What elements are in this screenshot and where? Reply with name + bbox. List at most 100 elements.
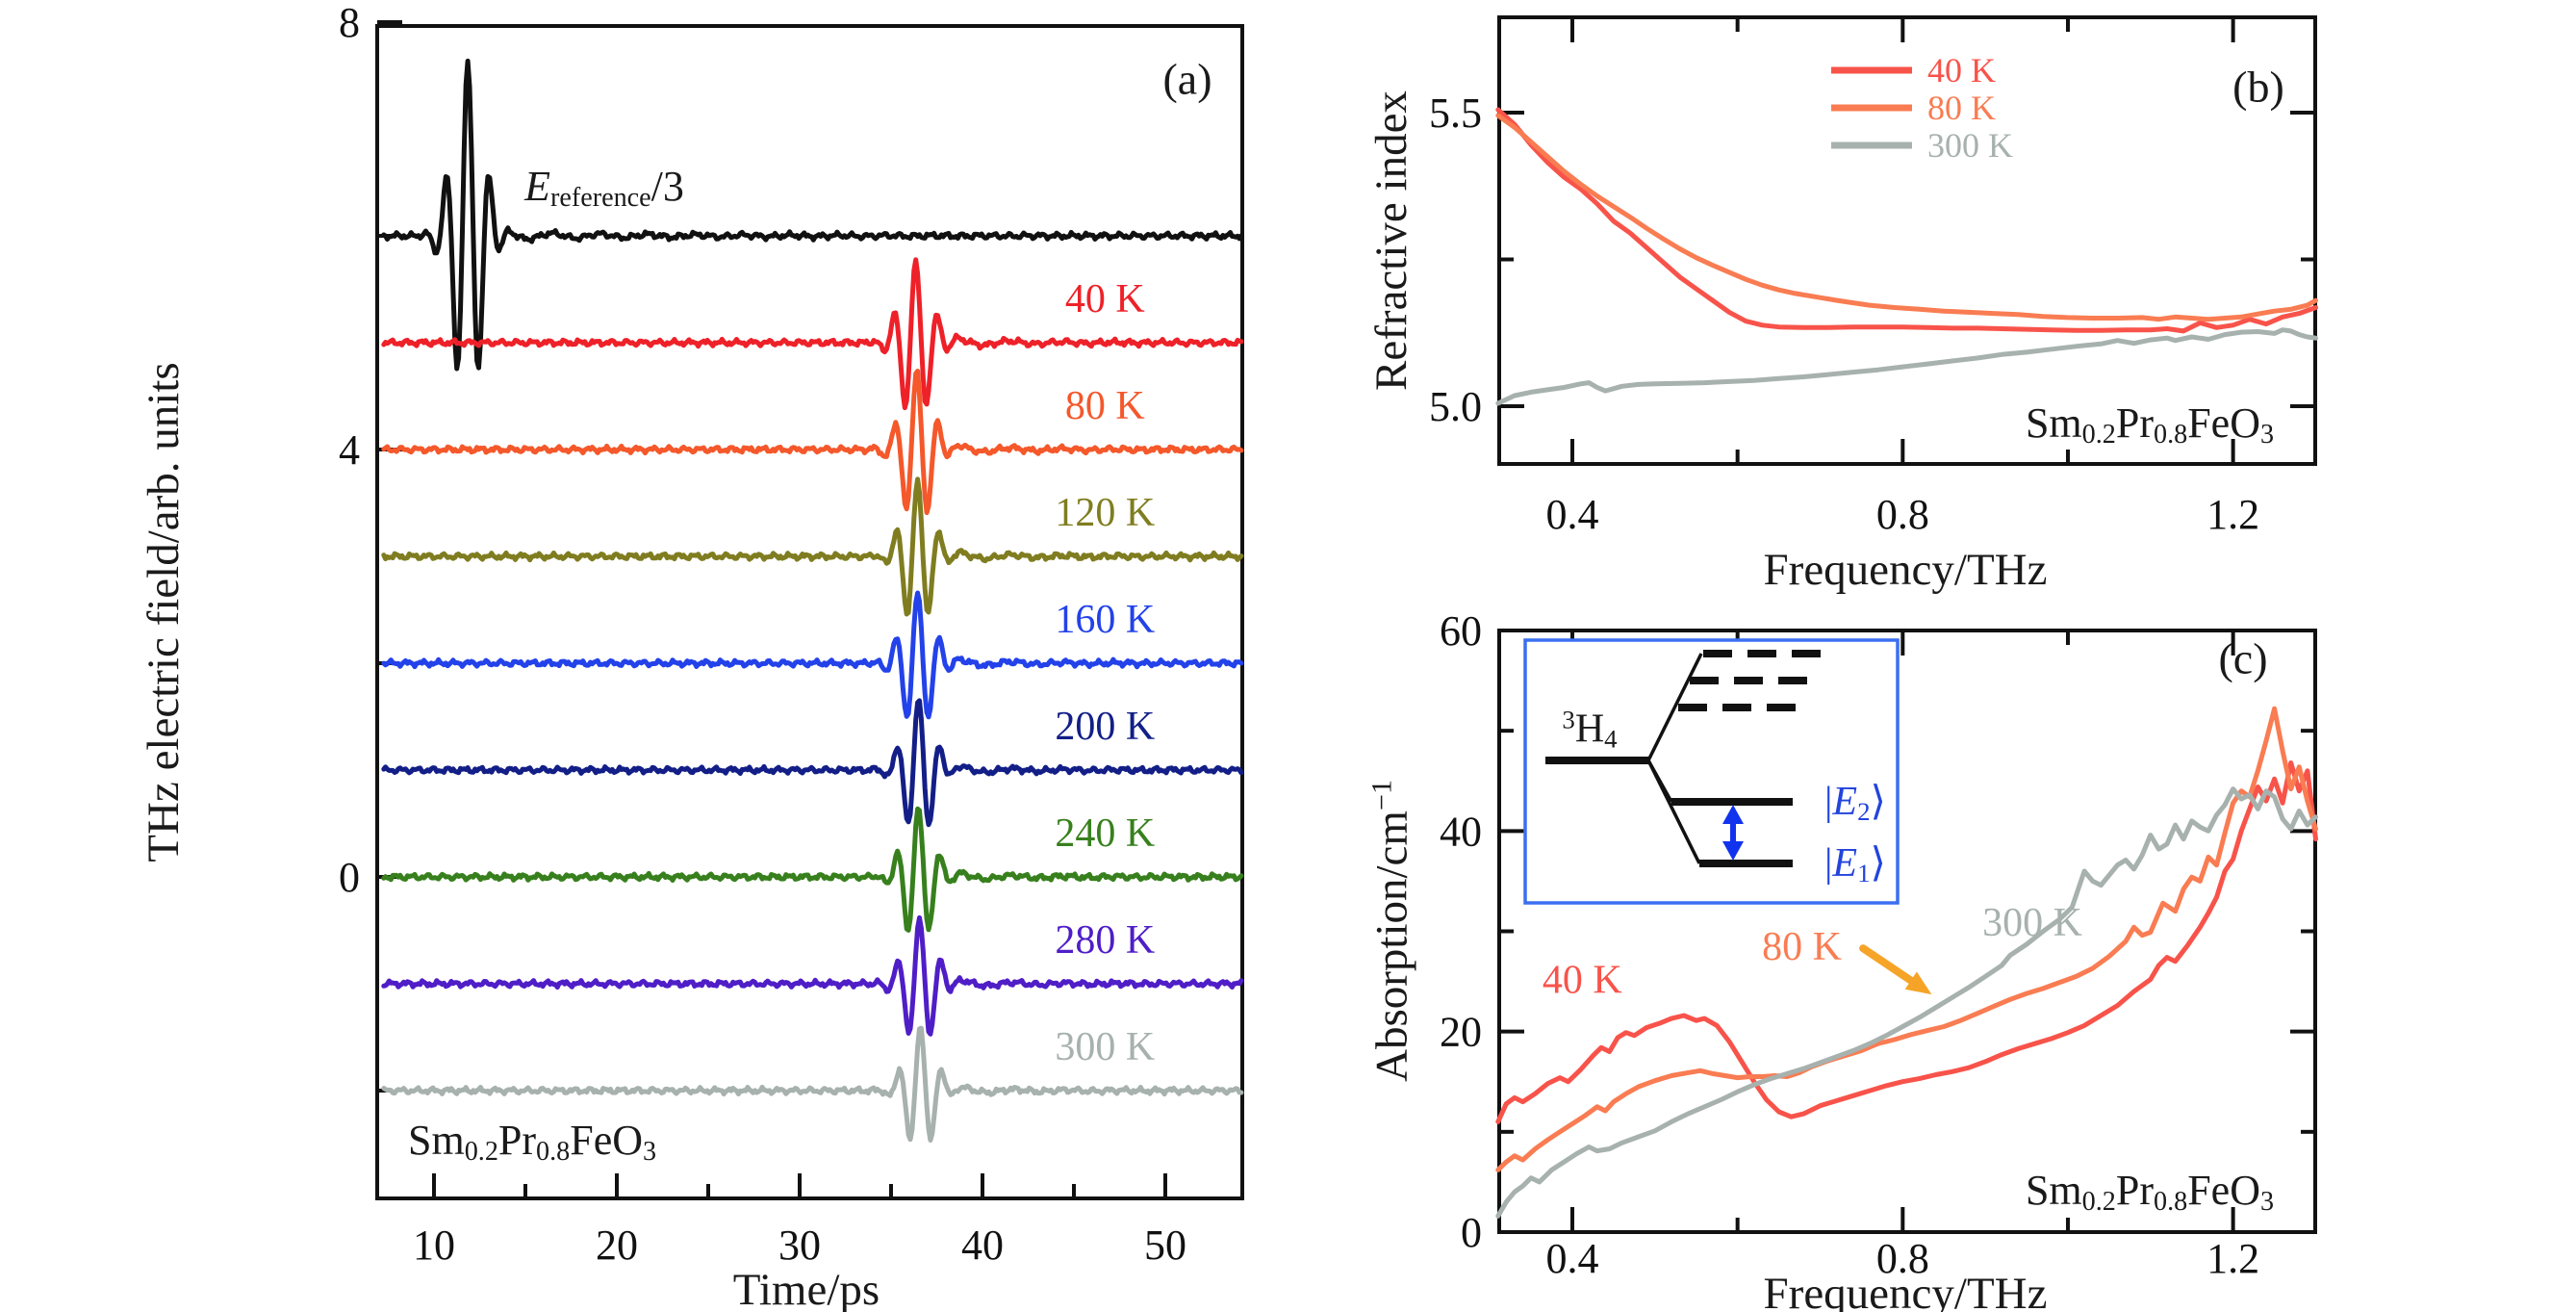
formula-part: FeO xyxy=(2187,1166,2260,1214)
panel-a-y-tick-label: 4 xyxy=(339,426,360,474)
panel-a-x-tick-label: 40 xyxy=(961,1222,1004,1269)
formula-part: Pr xyxy=(2115,1166,2154,1214)
formula-sub: 0.8 xyxy=(2153,420,2188,450)
formula-part: Sm xyxy=(2025,399,2082,447)
ket-close: ⟩ xyxy=(1870,840,1886,886)
trace-80K xyxy=(381,369,1244,516)
panel-b-x-axis-title: Frequency/THz xyxy=(1763,545,2048,595)
absorption-label-exponent: −1 xyxy=(1365,780,1398,811)
legend-label-300K: 300 K xyxy=(1927,126,2013,165)
panel-a-x-tick-label: 20 xyxy=(596,1222,638,1269)
formula-part: Sm xyxy=(2025,1166,2082,1214)
inset-transition-arrow-head-down xyxy=(1722,841,1744,861)
inset-level-e2-label: |E2⟩ xyxy=(1824,777,1886,827)
formula-sub: 0.2 xyxy=(2081,1187,2116,1218)
inset-transition-arrow-head-up xyxy=(1722,805,1744,824)
formula-part: Sm xyxy=(408,1116,465,1164)
formula-part: FeO xyxy=(2187,399,2260,447)
trace-280K xyxy=(381,914,1244,1037)
panel-a-x-axis-title: Time/ps xyxy=(732,1265,880,1312)
formula-sub: 3 xyxy=(2259,420,2275,450)
ket-symbol: E xyxy=(1832,779,1858,824)
curve-c-300K xyxy=(1495,786,2318,1219)
trace-160K xyxy=(381,590,1244,720)
ket-bar: | xyxy=(1824,779,1833,824)
legend-label-40K: 40 K xyxy=(1927,51,1996,90)
formula-sub: 0.2 xyxy=(2081,420,2116,450)
trace-label-80K: 80 K xyxy=(1065,384,1145,428)
annotation-80K: 80 K xyxy=(1762,925,1842,969)
ket-symbol: E xyxy=(1832,840,1858,886)
panel-c-y-tick-label: 20 xyxy=(1440,1009,1482,1056)
panel-c-x-tick-label: 1.2 xyxy=(2206,1235,2259,1282)
absorption-label-main: Absorption/cm xyxy=(1366,810,1417,1082)
term-sub: 4 xyxy=(1604,724,1618,754)
panel-c-x-axis-title: Frequency/THz xyxy=(1763,1269,2048,1312)
annotation-arrow-head xyxy=(1904,971,1932,995)
panel-a-x-tick-label: 30 xyxy=(778,1222,821,1269)
sample-formula-c: Sm0.2Pr0.8FeO3 xyxy=(2026,1166,2274,1218)
trace-label-120K: 120 K xyxy=(1055,491,1155,535)
panel-b-x-tick-label: 0.8 xyxy=(1876,491,1929,538)
sample-formula-b: Sm0.2Pr0.8FeO3 xyxy=(2026,399,2274,450)
formula-sub: 0.8 xyxy=(536,1137,571,1168)
panel-a-x-tick-label: 10 xyxy=(413,1222,455,1269)
reference-trace-label: Ereference/3 xyxy=(524,162,684,214)
annotation-40K: 40 K xyxy=(1543,958,1622,1002)
panel-b-frame xyxy=(1497,15,2317,466)
annotation-arrow-shaft xyxy=(1859,944,1915,985)
trace-label-240K: 240 K xyxy=(1055,811,1155,856)
inset-branch-up xyxy=(1646,653,1703,761)
term-main: H xyxy=(1574,707,1605,752)
inset-level-e1-label: |E1⟩ xyxy=(1824,838,1886,888)
trace-label-200K: 200 K xyxy=(1055,705,1155,749)
curve-b-40K xyxy=(1495,107,2318,334)
trace-label-280K: 280 K xyxy=(1055,918,1155,963)
panel-a-frame xyxy=(375,24,1244,1200)
sample-formula-a: Sm0.2Pr0.8FeO3 xyxy=(408,1116,656,1168)
trace-label-40K: 40 K xyxy=(1065,277,1145,322)
panel-c-tag: (c) xyxy=(2218,633,2268,683)
panel-b-tag: (b) xyxy=(2232,62,2284,112)
reference-symbol: E xyxy=(524,162,550,210)
ket-close: ⟩ xyxy=(1870,779,1886,824)
formula-sub: 0.8 xyxy=(2153,1187,2188,1218)
panel-a-y-tick-label: 8 xyxy=(339,0,360,46)
panel-c-y-tick-label: 60 xyxy=(1440,607,1482,655)
panel-a-y-tick-label: 0 xyxy=(339,854,360,901)
annotation-300K: 300 K xyxy=(1982,901,2082,945)
inset-branch-e1 xyxy=(1646,759,1701,864)
panel-b-x-tick-label: 0.4 xyxy=(1546,491,1599,538)
curve-b-80K xyxy=(1495,113,2318,322)
curve-b-300K xyxy=(1495,327,2318,406)
curve-c-80K xyxy=(1495,706,2318,1172)
trace-label-300K: 300 K xyxy=(1055,1025,1155,1069)
panel-c-y-axis-title: Absorption/cm−1 xyxy=(1365,780,1418,1082)
panel-b-x-tick-label: 1.2 xyxy=(2206,491,2259,538)
trace-300K xyxy=(381,1025,1244,1143)
formula-part: FeO xyxy=(570,1116,644,1164)
reference-subscript: reference xyxy=(549,183,651,214)
panel-b-y-tick-label: 5.5 xyxy=(1429,90,1482,137)
trace-label-160K: 160 K xyxy=(1055,598,1155,642)
panel-b-y-tick-label: 5.0 xyxy=(1429,383,1482,430)
panel-a-x-tick-label: 50 xyxy=(1144,1222,1186,1269)
formula-part: Pr xyxy=(2115,399,2154,447)
panel-c-y-tick-label: 40 xyxy=(1440,808,1482,855)
ket-sub: 2 xyxy=(1857,797,1871,827)
inset-term-symbol: 3H4 xyxy=(1562,705,1617,754)
formula-sub: 0.2 xyxy=(464,1137,498,1168)
panel-c-x-tick-label: 0.8 xyxy=(1876,1235,1929,1282)
trace-120K xyxy=(381,476,1244,617)
term-sup: 3 xyxy=(1562,705,1575,734)
panel-b-y-axis-title: Refractive index xyxy=(1366,90,1416,391)
panel-c-x-tick-label: 0.4 xyxy=(1546,1235,1599,1282)
legend-label-80K: 80 K xyxy=(1927,89,1996,127)
panel-c-y-tick-label: 0 xyxy=(1461,1209,1482,1256)
trace-reference xyxy=(381,58,1244,372)
curve-c-40K xyxy=(1495,760,2318,1124)
panel-a-tag: (a) xyxy=(1162,54,1212,104)
ket-bar: | xyxy=(1824,840,1833,886)
formula-sub: 3 xyxy=(2259,1187,2275,1218)
trace-200K xyxy=(381,698,1244,828)
